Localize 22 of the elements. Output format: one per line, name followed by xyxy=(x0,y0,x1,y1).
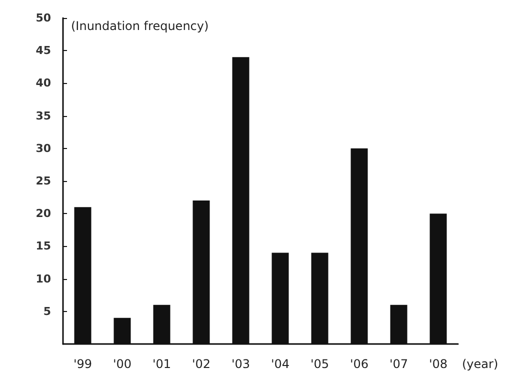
x-axis-title: (year) xyxy=(462,357,498,371)
y-tick-label: 15 xyxy=(36,240,51,253)
y-tick-label: 25 xyxy=(36,174,51,188)
y-tick-label: 35 xyxy=(36,109,51,122)
x-tick-label: '05 xyxy=(310,357,330,371)
x-tick-label: '03 xyxy=(231,357,250,371)
x-tick-label: '08 xyxy=(428,357,448,371)
x-tick-label: '00 xyxy=(112,357,132,371)
x-tick-label: '01 xyxy=(152,357,172,371)
x-tick-label: '06 xyxy=(350,357,369,371)
x-tick-label: '07 xyxy=(389,357,408,371)
y-tick-label: 45 xyxy=(36,44,51,58)
y-tick-label: 50 xyxy=(36,12,52,24)
x-tick-label: '04 xyxy=(270,357,290,371)
y-tick-label: 5 xyxy=(43,304,51,318)
x-tick-label: '99 xyxy=(73,357,92,371)
x-tick-label: '02 xyxy=(192,357,211,371)
y-tick-label: 30 xyxy=(36,142,52,155)
y-axis-title: (Inundation frequency) xyxy=(71,19,209,33)
y-tick-label: 10 xyxy=(36,272,52,286)
y-tick-label: 40 xyxy=(36,76,52,90)
y-tick-label: 20 xyxy=(36,207,52,220)
